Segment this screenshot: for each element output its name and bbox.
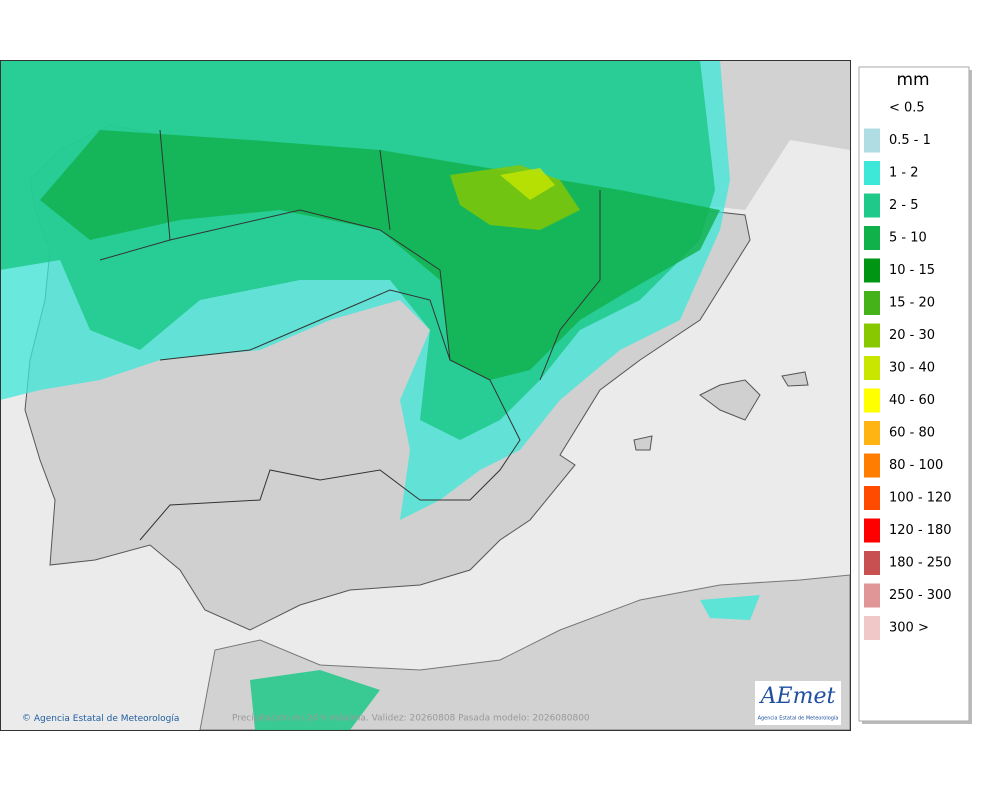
credit: © Agencia Estatal de Meteorología — [22, 714, 179, 724]
legend-swatch — [864, 356, 880, 380]
legend-label: < 0.5 — [889, 101, 925, 116]
legend-swatch — [864, 258, 880, 283]
legend-swatch — [864, 421, 880, 445]
mallorca — [699, 379, 761, 421]
legend-label: 60 - 80 — [889, 426, 935, 441]
legend-swatch — [864, 551, 880, 575]
legend-swatch — [864, 388, 880, 413]
region-borders — [139, 289, 521, 541]
legend-unit: mm — [896, 70, 929, 90]
logo-subtitle: Agencia Estatal de Meteorología — [758, 715, 839, 722]
legend-label: 10 - 15 — [889, 263, 935, 278]
precip-algeria — [700, 595, 760, 620]
ibiza — [633, 435, 653, 451]
legend-label: 120 - 180 — [889, 523, 952, 538]
legend-swatch — [864, 193, 880, 218]
logo-name: AEmet — [759, 684, 836, 709]
legend-swatch — [864, 583, 880, 608]
legend-swatch — [864, 128, 880, 153]
precip-30-40 — [500, 168, 555, 200]
map-frame — [0, 60, 851, 731]
legend-label: 80 - 100 — [889, 458, 943, 473]
legend-swatch — [864, 96, 880, 120]
legend-label: 20 - 30 — [889, 328, 935, 343]
legend-swatch — [864, 161, 880, 185]
legend-label: 15 - 20 — [889, 296, 935, 311]
legend-swatch — [864, 323, 880, 348]
legend-swatch — [864, 453, 880, 478]
precip-africa — [250, 670, 380, 730]
legend-label: 5 - 10 — [889, 231, 927, 246]
legend-label: 250 - 300 — [889, 588, 952, 603]
legend-label: 2 - 5 — [889, 198, 919, 213]
caption: Precipitación en 24 h máxima. Validez: 2… — [232, 713, 590, 724]
legend-swatch — [864, 486, 880, 510]
logo-box — [755, 681, 841, 725]
legend-swatch — [864, 518, 880, 543]
legend: mm < 0.5 0.5 - 1 1 - 2 2 - 5 5 - 10 10 - 15 15… — [858, 66, 972, 724]
legend-label: 100 - 120 — [889, 491, 952, 506]
legend-label: 0.5 - 1 — [889, 133, 931, 148]
menorca — [781, 371, 809, 387]
legend-label: 300 > — [889, 621, 929, 636]
legend-label: 40 - 60 — [889, 393, 935, 408]
legend-label: 30 - 40 — [889, 361, 935, 376]
region-borders-north — [99, 129, 601, 381]
legend-swatch — [864, 226, 880, 250]
legend-label: 1 - 2 — [889, 166, 919, 181]
legend-swatch — [864, 616, 880, 640]
legend-swatch — [864, 291, 880, 315]
map: © Agencia Estatal de Meteorología Precip… — [0, 60, 850, 730]
legend-label: 180 - 250 — [889, 556, 952, 571]
